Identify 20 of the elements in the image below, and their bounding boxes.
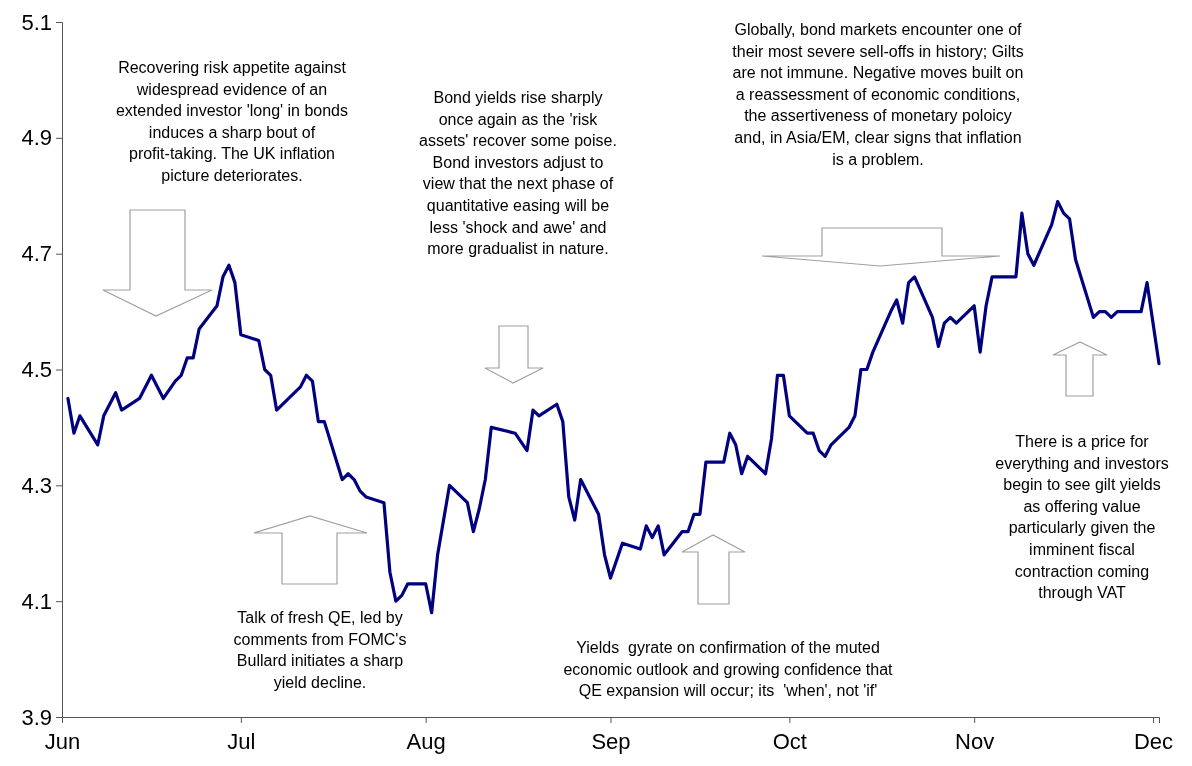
x-tick-label: Oct	[772, 729, 807, 755]
annotation: Bond yields rise sharply once again as the 'risk assets' recover some poise. Bond investors adjust to view that the next phase of quantitative easing will be less 'shock and awe' and more gradualist in nature.	[419, 89, 617, 258]
x-tick-label: Nov	[955, 729, 995, 755]
x-tick-label: Jun	[44, 729, 81, 755]
y-tick-label: 5.1	[21, 9, 52, 35]
x-tick-label: Sep	[591, 729, 631, 755]
annotation: Recovering risk appetite against widespread evidence of an extended investor 'long' in bonds induces a sharp bout of profit-taking. The UK inflation picture deteriorates.	[115, 59, 349, 184]
y-tick-label: 3.9	[21, 704, 52, 730]
x-tick-label: Dec	[1133, 729, 1174, 755]
annotation: Globally, bond markets encounter one of their most severe sell-offs in history; Gilts are not immune. Negative moves built on a reassessment of economic conditions, the assertiveness of monetary poloicy and, in Asia/EM, clear signs that inflation is a problem.	[732, 21, 1024, 168]
y-tick-label: 4.3	[21, 472, 52, 498]
annotation: Yields gyrate on confirmation of the muted economic outlook and growing confidence that QE expansion will occur; its 'when', not 'if'	[563, 639, 894, 700]
y-tick-label: 4.9	[21, 125, 52, 151]
y-tick-label: 4.1	[21, 588, 52, 614]
annotation: There is a price for everything and investors begin to see gilt yields as offering value particularly given the imminent fiscal contraction coming through VAT	[995, 433, 1169, 602]
y-tick-label: 4.5	[21, 357, 52, 383]
x-tick-label: Aug	[406, 729, 446, 755]
annotation: Talk of fresh QE, led by comments from FOMC's Bullard initiates a sharp yield decline.	[233, 609, 407, 691]
y-tick-label: 4.7	[21, 241, 52, 267]
x-tick-label: Jul	[227, 729, 256, 755]
